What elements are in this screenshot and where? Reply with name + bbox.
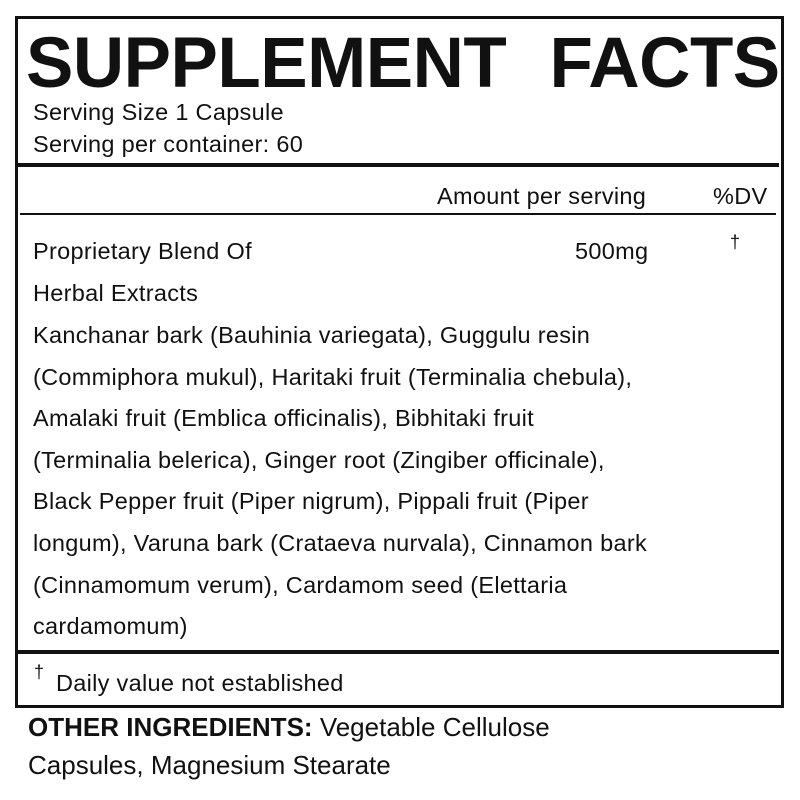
supplement-facts-panel [15, 16, 784, 708]
footnote-text: Daily value not established [56, 670, 344, 696]
ingredient-line: (Terminalia belerica), Ginger root (Zing… [33, 446, 605, 473]
blend-dv-dagger: † [730, 232, 741, 252]
ingredient-line: Amalaki fruit (Emblica officinalis), Bib… [33, 405, 534, 432]
ingredient-line: (Cinnamomum verum), Cardamom seed (Elett… [33, 571, 568, 598]
divider-thick [17, 163, 779, 167]
blend-name-line: Herbal Extracts [33, 280, 199, 306]
other-ingredients-line: Capsules, Magnesium Stearate [28, 750, 391, 780]
ingredient-line: longum), Varuna bark (Crataeva nurvala),… [33, 530, 647, 556]
ingredient-line: cardamomum) [33, 613, 188, 640]
other-ingredients-line: OTHER INGREDIENTS: Vegetable Cellulose [28, 714, 550, 740]
blend-name-line: Proprietary Blend Of [33, 238, 252, 264]
servings-per-container: Serving per container: 60 [33, 131, 304, 157]
footnote-dagger: † [34, 662, 45, 682]
blend-amount: 500mg [575, 238, 649, 264]
other-ingredients-text: Vegetable Cellulose [319, 712, 550, 742]
dv-column-header: %DV [713, 183, 768, 209]
serving-size: Serving Size 1 Capsule [33, 99, 284, 125]
panel-title: SUPPLEMENT FACTS [26, 24, 780, 103]
other-ingredients-label: OTHER INGREDIENTS: [28, 712, 313, 742]
divider-thin [20, 213, 776, 215]
divider-thick [17, 650, 779, 654]
ingredient-line: Kanchanar bark (Bauhinia variegata), Gug… [33, 322, 591, 348]
ingredient-line: Black Pepper fruit (Piper nigrum), Pippa… [33, 488, 589, 515]
ingredient-line: (Commiphora mukul), Haritaki fruit (Term… [33, 363, 633, 390]
amount-column-header: Amount per serving [437, 183, 647, 209]
